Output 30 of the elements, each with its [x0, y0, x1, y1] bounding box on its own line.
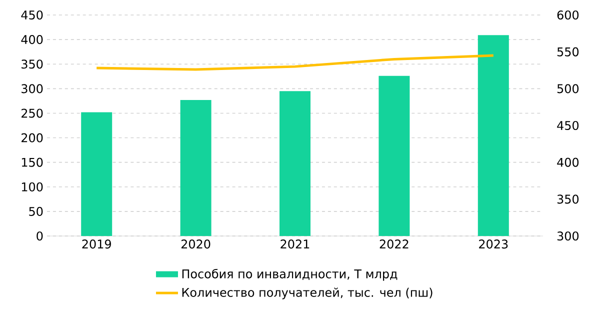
- y2-tick-label: 450: [557, 120, 579, 130]
- y2-tick-label: 550: [557, 47, 579, 56]
- y2-tick-label: 400: [557, 158, 579, 167]
- y-tick-label: 250: [22, 108, 43, 118]
- x-tick-label: 2022: [380, 240, 408, 249]
- line-series: [95, 54, 495, 71]
- bar: [81, 112, 112, 236]
- y2-tick-label: 500: [557, 84, 579, 94]
- x-tick-label: 2021: [280, 240, 310, 249]
- y-tick-label: 50: [29, 206, 43, 216]
- y-tick-label: 450: [21, 10, 43, 20]
- legend-label: Количество получателей, тыс. чел (пш): [182, 288, 432, 300]
- y-tick-label: 300: [22, 84, 43, 94]
- bar: [478, 35, 509, 236]
- bar: [378, 76, 410, 236]
- bar: [180, 100, 212, 236]
- y2-tick-label: 600: [557, 10, 579, 20]
- x-tick-label: 2019: [82, 240, 111, 249]
- y-tick-label: 100: [22, 182, 43, 192]
- legend-label: Пособия по инвалидности, Т млрд: [182, 268, 398, 281]
- bar: [280, 91, 310, 236]
- x-tick-label: 2023: [479, 240, 508, 249]
- y-tick-label: 400: [21, 35, 43, 44]
- y-tick-label: 350: [22, 60, 43, 69]
- x-tick-label: 2020: [181, 240, 210, 249]
- y-tick-label: 200: [22, 133, 43, 142]
- y-tick-label: 150: [22, 158, 43, 167]
- y2-tick-label: 350: [557, 194, 579, 204]
- y-tick-label: 0: [36, 231, 43, 241]
- y2-tick-label: 300: [557, 231, 579, 241]
